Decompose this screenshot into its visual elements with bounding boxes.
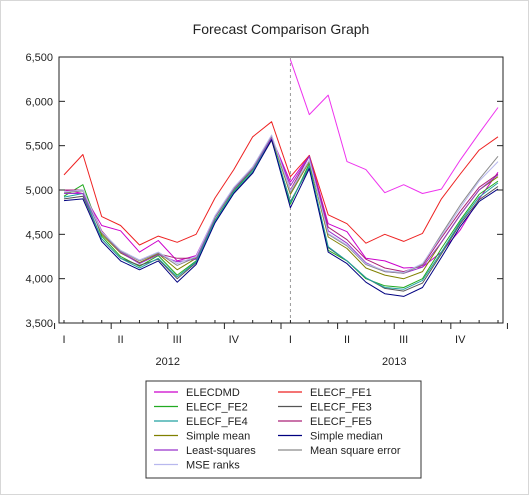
x-quarter-label: IV xyxy=(229,334,240,346)
x-quarter-label: II xyxy=(344,334,350,346)
x-quarter-label: III xyxy=(173,334,182,346)
y-tick-label: 4,500 xyxy=(25,229,53,241)
legend-box xyxy=(145,380,422,479)
series-line-simple-median xyxy=(63,139,499,297)
x-quarter-label: I xyxy=(62,334,65,346)
y-tick-label: 3,500 xyxy=(25,318,53,330)
legend-label: Simple median xyxy=(310,431,383,443)
x-year-label: 2013 xyxy=(382,356,406,368)
x-quarter-label: II xyxy=(118,334,124,346)
legend-label: ELECF_FE2 xyxy=(186,402,248,414)
legend-label: ELECF_FE4 xyxy=(186,416,248,428)
y-tick-label: 6,000 xyxy=(25,96,53,108)
x-quarter-label: III xyxy=(399,334,408,346)
y-tick-label: 4,000 xyxy=(25,274,53,286)
legend-label: Mean square error xyxy=(310,445,401,457)
series-line-elecdmd xyxy=(63,137,499,269)
legend-label: ELECF_FE1 xyxy=(310,387,372,399)
x-quarter-label: I xyxy=(289,334,292,346)
series-line-mse-ranks xyxy=(63,134,499,273)
y-tick-label: 6,500 xyxy=(25,52,53,64)
legend-label: ELECF_FE3 xyxy=(310,402,372,414)
y-tick-label: 5,500 xyxy=(25,141,53,153)
legend-label: MSE ranks xyxy=(186,460,240,472)
series-line-unlabeled-11 xyxy=(289,59,499,194)
series-line-elecf-fe1 xyxy=(63,121,499,246)
chart-title: Forecast Comparison Graph xyxy=(193,21,370,37)
plot-area xyxy=(58,56,504,324)
legend-label: Simple mean xyxy=(186,431,250,443)
x-quarter-label: IV xyxy=(455,334,466,346)
legend-label: ELECDMD xyxy=(186,387,240,399)
legend-label: ELECF_FE5 xyxy=(310,416,372,428)
legend: ELECDMD ELECF_FE1 ELECF_FE2 ELECF_FE3 ELECF_… xyxy=(145,380,422,479)
series-lines xyxy=(63,59,499,297)
series-line-elecf-fe4 xyxy=(63,138,499,290)
y-tick-label: 5,000 xyxy=(25,185,53,197)
x-year-label: 2012 xyxy=(156,356,180,368)
legend-label: Least-squares xyxy=(186,445,256,457)
plot-border xyxy=(58,56,504,324)
